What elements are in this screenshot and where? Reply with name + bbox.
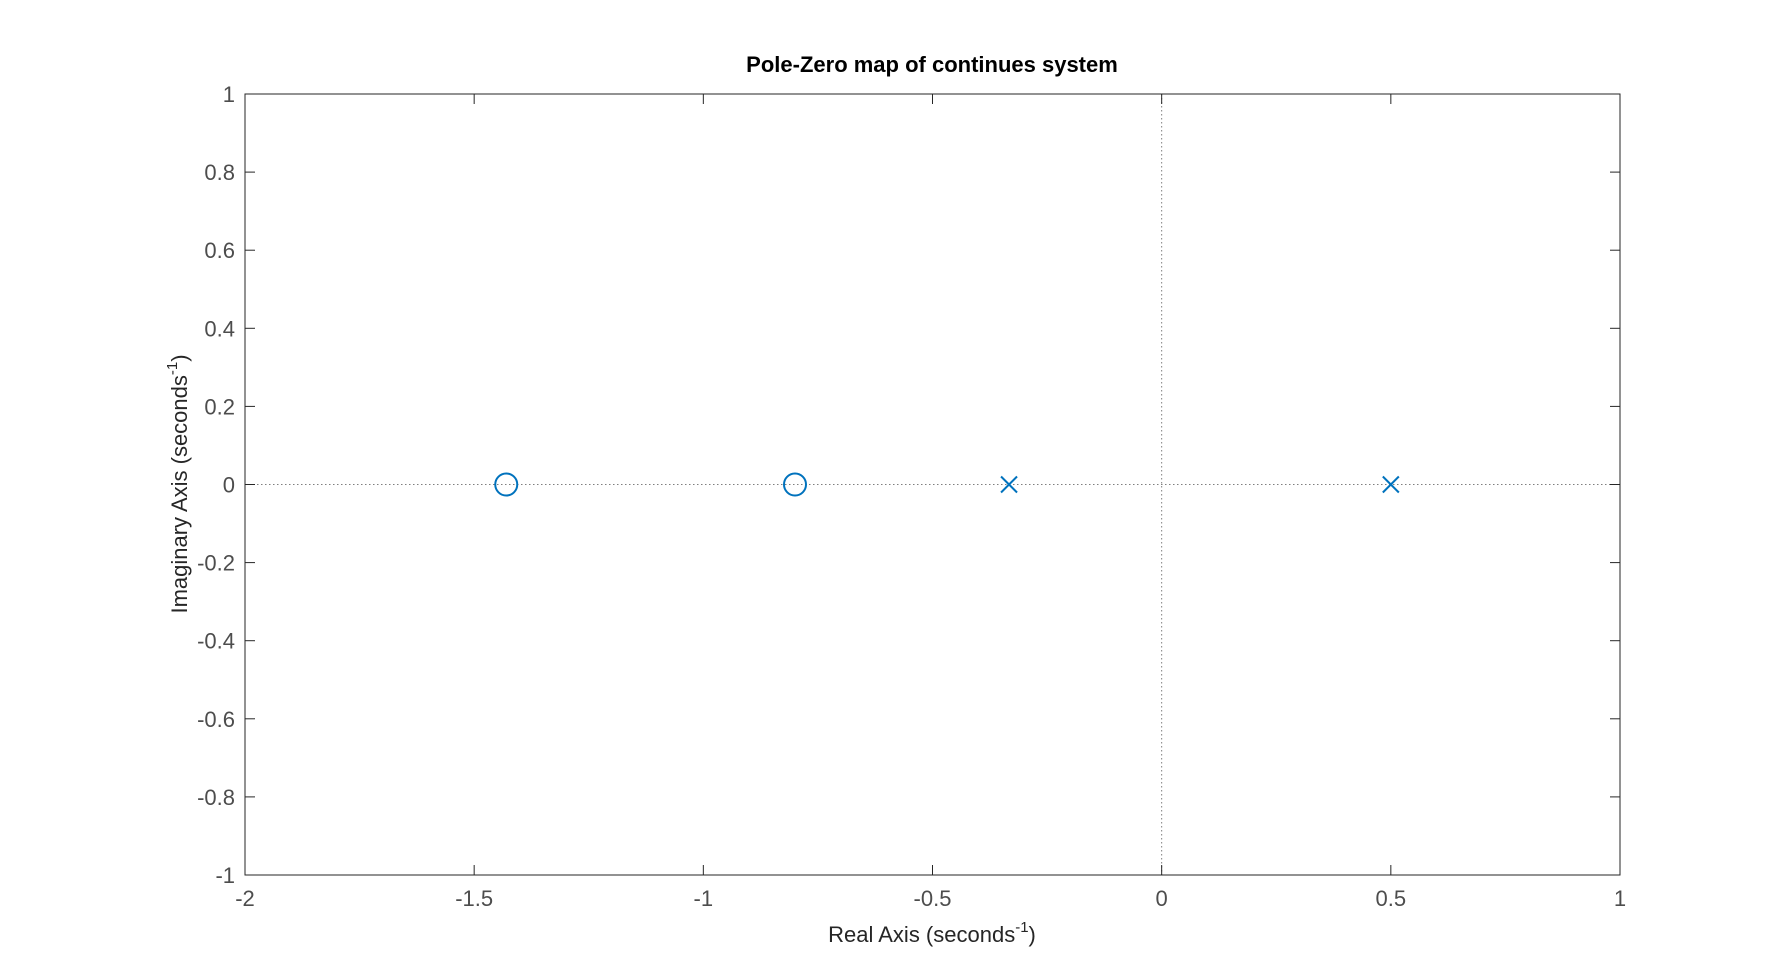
pole-marker — [1382, 475, 1400, 494]
y-tick-label: -0.8 — [197, 785, 235, 810]
y-tick-label: 0.2 — [204, 394, 235, 419]
x-axis-label: Real Axis (seconds-1) — [828, 919, 1036, 947]
y-axis-label: Imaginary Axis (seconds-1) — [164, 354, 192, 613]
y-axis-label-text: Imaginary Axis (seconds — [167, 375, 192, 613]
y-axis-label-suffix: ) — [167, 354, 192, 361]
y-tick-label: 0.6 — [204, 238, 235, 263]
x-tick-label: -0.5 — [914, 886, 952, 911]
y-axis-label-sup: -1 — [164, 362, 181, 375]
x-tick-labels: -2 -1.5 -1 -0.5 0 0.5 1 — [235, 886, 1626, 911]
y-tick-label: 0.8 — [204, 160, 235, 185]
y-tick-label: -0.4 — [197, 629, 235, 654]
y-tick-label: 0.4 — [204, 316, 235, 341]
x-tick-label: 0 — [1156, 886, 1168, 911]
x-axis-label-text: Real Axis (seconds — [828, 922, 1015, 947]
y-tick-label: 1 — [223, 82, 235, 107]
zero-marker — [783, 472, 807, 497]
axis-ticks — [244, 93, 1621, 876]
x-axis-label-suffix: ) — [1029, 922, 1036, 947]
pole-marker — [1000, 475, 1018, 494]
y-tick-label: -0.2 — [197, 551, 235, 576]
y-tick-label: 0 — [223, 473, 235, 498]
x-tick-label: 0.5 — [1376, 886, 1407, 911]
y-tick-label: -0.6 — [197, 707, 235, 732]
chart-title: Pole-Zero map of continues system — [746, 52, 1118, 77]
pole-zero-markers — [494, 472, 1400, 497]
x-tick-label: -2 — [235, 886, 255, 911]
x-tick-label: -1.5 — [455, 886, 493, 911]
y-tick-labels: -1 -0.8 -0.6 -0.4 -0.2 0 0.2 0.4 0.6 0.8 1 — [197, 82, 235, 888]
reference-lines — [245, 94, 1620, 875]
y-tick-label: -1 — [215, 863, 235, 888]
x-axis-label-sup: -1 — [1015, 919, 1028, 936]
x-tick-label: -1 — [694, 886, 714, 911]
zero-marker — [494, 472, 519, 497]
axes-box — [244, 93, 1621, 876]
x-tick-label: 1 — [1614, 886, 1626, 911]
